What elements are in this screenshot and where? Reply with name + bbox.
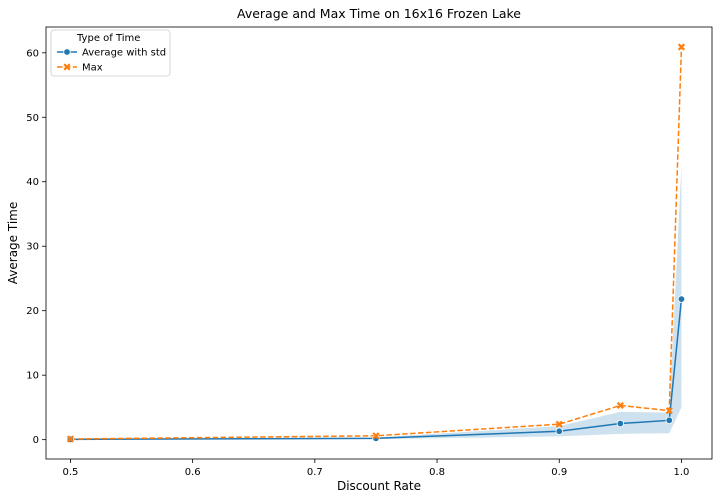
plot-frame — [45, 26, 713, 460]
x-tick-label: 0.8 — [429, 467, 445, 478]
data-point — [63, 48, 71, 56]
data-point — [677, 43, 686, 51]
data-point — [372, 432, 380, 440]
y-tick-label: 20 — [26, 306, 39, 317]
x-tick-label: 0.5 — [62, 467, 78, 478]
x-axis-label: Discount Rate — [337, 479, 421, 493]
x-tick-label: 0.9 — [551, 467, 567, 478]
legend-box — [50, 29, 171, 77]
data-point — [665, 407, 673, 415]
legend: Type of Time Average with std Max — [50, 29, 171, 77]
x-tick-label: 1.0 — [673, 467, 689, 478]
y-tick-label: 40 — [26, 177, 39, 188]
y-tick-label: 30 — [26, 242, 39, 253]
y-axis-label: Average Time — [6, 202, 20, 284]
y-tick-label: 10 — [26, 371, 39, 382]
y-axis-ticks: 0 10 20 30 40 50 60 — [26, 48, 46, 446]
data-point — [66, 435, 75, 443]
data-point — [555, 420, 563, 428]
data-point — [616, 401, 624, 410]
legend-entries: Average with std Max — [57, 48, 166, 74]
legend-title: Type of Time — [76, 33, 140, 44]
legend-label: Max — [82, 63, 103, 74]
x-tick-label: 0.7 — [307, 467, 323, 478]
chart-title: Average and Max Time on 16x16 Frozen Lak… — [237, 6, 521, 21]
x-tick-label: 0.6 — [185, 467, 201, 478]
std-band — [70, 165, 682, 440]
y-tick-label: 50 — [26, 113, 39, 124]
series-line — [70, 299, 683, 441]
data-point — [677, 295, 686, 303]
series-markers — [66, 43, 686, 444]
legend-label: Average with std — [82, 48, 166, 59]
data-point — [665, 416, 673, 425]
series-line — [70, 46, 683, 440]
y-tick-label: 0 — [33, 435, 39, 446]
x-axis-ticks: 0.5 0.6 0.7 0.8 0.9 1.0 — [62, 459, 689, 478]
y-tick-label: 60 — [26, 48, 39, 59]
data-point — [63, 63, 71, 71]
series-lines — [70, 46, 683, 441]
data-point — [616, 419, 625, 428]
std-band-layer — [70, 165, 682, 440]
data-point — [555, 427, 563, 435]
